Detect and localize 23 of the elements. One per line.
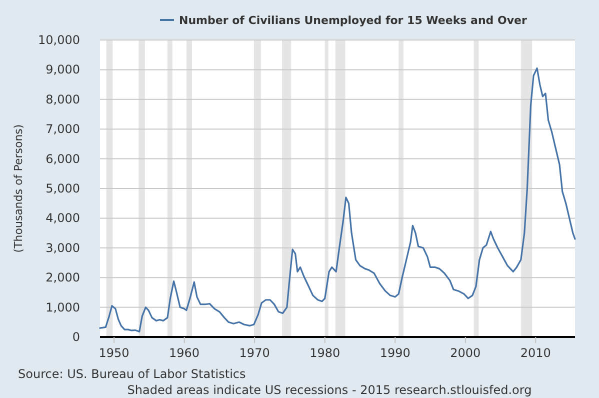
x-tick-label: 1960 [169, 346, 200, 360]
text: Shaded areas indicate US recessions - 2015 research.stlouisfed.org [127, 383, 532, 397]
y-tick-label: 0 [72, 330, 80, 344]
y-tick-label: 10,000 [38, 33, 80, 47]
y-tick-label: 4,000 [46, 211, 80, 226]
line-series [99, 67, 576, 332]
y-tick-label: 3,000 [46, 240, 80, 255]
y-tick-label: 7,000 [46, 122, 80, 136]
x-tick-label: 1980 [310, 346, 340, 360]
legend-label: Number of Civilians Unemployed for 15 Weeks and Over [179, 14, 528, 27]
x-tick-label: 1990 [380, 346, 410, 360]
x-tick-label: 2000 [450, 346, 481, 360]
y-tick-label: 6,000 [46, 152, 80, 166]
y-tick-label: 2,000 [46, 270, 80, 285]
x-tick-label: 2010 [520, 346, 551, 360]
y-tick-label: 1,000 [46, 300, 80, 314]
x-tick-label: 1970 [239, 346, 270, 360]
y-axis-title: (Thousands of Persons) [12, 124, 25, 253]
y-tick-label: 9,000 [46, 62, 80, 77]
y-tick-label: 8,000 [46, 92, 80, 106]
x-tick-label: 1950 [98, 346, 130, 360]
source-note: Source: US. Bureau of Labor Statistics [18, 367, 246, 381]
y-tick-label: 5,000 [46, 182, 80, 196]
